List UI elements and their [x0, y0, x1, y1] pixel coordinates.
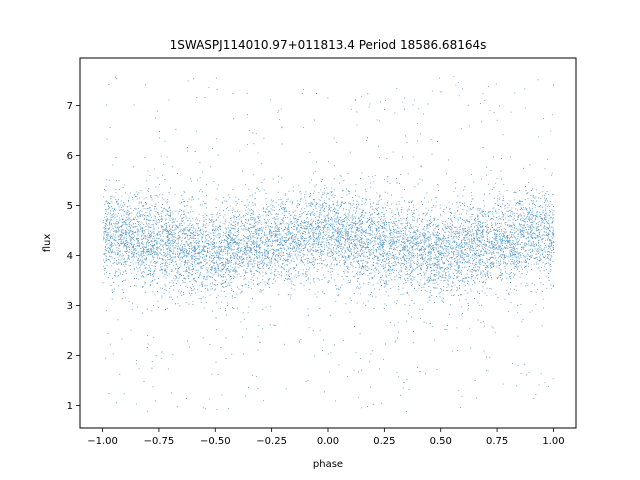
y-tick-label: 4	[67, 251, 73, 262]
y-axis-label: flux	[42, 234, 53, 253]
x-tick-label: 0.75	[486, 436, 508, 447]
x-tick-label: −0.50	[200, 436, 231, 447]
x-axis-label: phase	[313, 459, 343, 470]
x-tick-label: 1.00	[542, 436, 564, 447]
y-tick-label: 1	[67, 401, 73, 412]
y-tick-label: 5	[67, 201, 73, 212]
y-tick-label: 3	[67, 301, 73, 312]
chart-title: 1SWASPJ114010.97+011813.4 Period 18586.6…	[170, 38, 487, 52]
data-points	[102, 75, 555, 412]
x-tick-label: 0.00	[317, 436, 339, 447]
y-tick-label: 7	[67, 101, 73, 112]
x-tick-label: 0.25	[373, 436, 395, 447]
y-tick-label: 6	[67, 151, 73, 162]
x-tick-label: −0.25	[256, 436, 287, 447]
x-axis-ticks: −1.00 −0.75 −0.50 −0.25 0.00 0.25 0.50 0.75 1.00	[87, 428, 565, 447]
x-tick-label: −1.00	[87, 436, 118, 447]
y-tick-label: 2	[67, 351, 73, 362]
x-tick-label: 0.50	[430, 436, 452, 447]
y-axis-ticks: 1 2 3 4 5 6 7	[67, 101, 80, 412]
x-tick-label: −0.75	[144, 436, 175, 447]
flux-point-cloud	[102, 75, 555, 412]
